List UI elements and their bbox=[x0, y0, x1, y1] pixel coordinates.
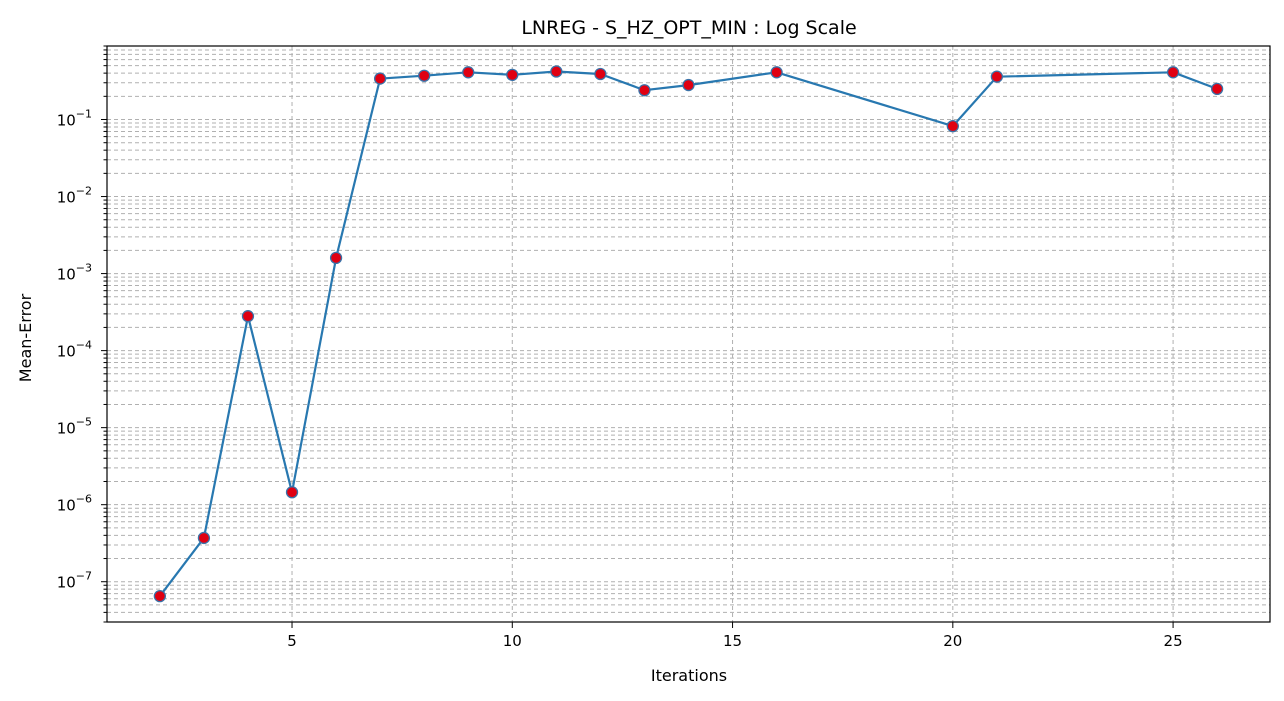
data-point bbox=[990, 70, 1004, 83]
x-tick-label: 5 bbox=[287, 632, 297, 650]
data-point bbox=[197, 531, 211, 545]
data-point bbox=[153, 589, 167, 603]
series-layer bbox=[153, 65, 1224, 603]
x-tick-label: 20 bbox=[943, 632, 962, 650]
data-point bbox=[638, 84, 651, 97]
data-point bbox=[418, 69, 431, 82]
data-point bbox=[285, 486, 299, 499]
x-tick-label: 25 bbox=[1164, 632, 1183, 650]
chart-title: LNREG - S_HZ_OPT_MIN : Log Scale bbox=[521, 17, 856, 39]
y-axis-label: Mean-Error bbox=[16, 293, 35, 382]
x-axis-label: Iterations bbox=[651, 666, 727, 685]
x-tick-label: 10 bbox=[503, 632, 522, 650]
x-axis-ticks: 5 10 15 20 25 bbox=[287, 622, 1183, 650]
data-point bbox=[373, 72, 387, 85]
x-tick-label: 15 bbox=[723, 632, 742, 650]
y-axis-ticks: 10−7 10−6 10−5 10−4 10−3 10−2 10−1 bbox=[57, 45, 107, 623]
data-point bbox=[329, 251, 343, 265]
data-point bbox=[550, 65, 563, 78]
data-point bbox=[241, 310, 255, 323]
y-tick-label: 10−7 bbox=[57, 570, 92, 592]
grid bbox=[107, 45, 1270, 623]
plot-frame bbox=[106, 45, 1271, 623]
y-tick-label: 10−6 bbox=[57, 493, 92, 515]
data-point bbox=[1166, 66, 1180, 79]
data-point bbox=[506, 68, 519, 81]
data-point bbox=[946, 119, 959, 133]
data-point bbox=[594, 67, 607, 81]
y-tick-label: 10−1 bbox=[57, 108, 92, 130]
data-point bbox=[770, 66, 783, 79]
y-tick-label: 10−2 bbox=[57, 185, 92, 207]
y-tick-label: 10−4 bbox=[57, 339, 92, 361]
data-point bbox=[682, 78, 695, 92]
data-point bbox=[462, 66, 475, 79]
series-line bbox=[159, 70, 1218, 597]
data-point bbox=[1210, 82, 1224, 96]
y-tick-label: 10−5 bbox=[57, 416, 92, 438]
y-tick-label: 10−3 bbox=[57, 262, 92, 284]
